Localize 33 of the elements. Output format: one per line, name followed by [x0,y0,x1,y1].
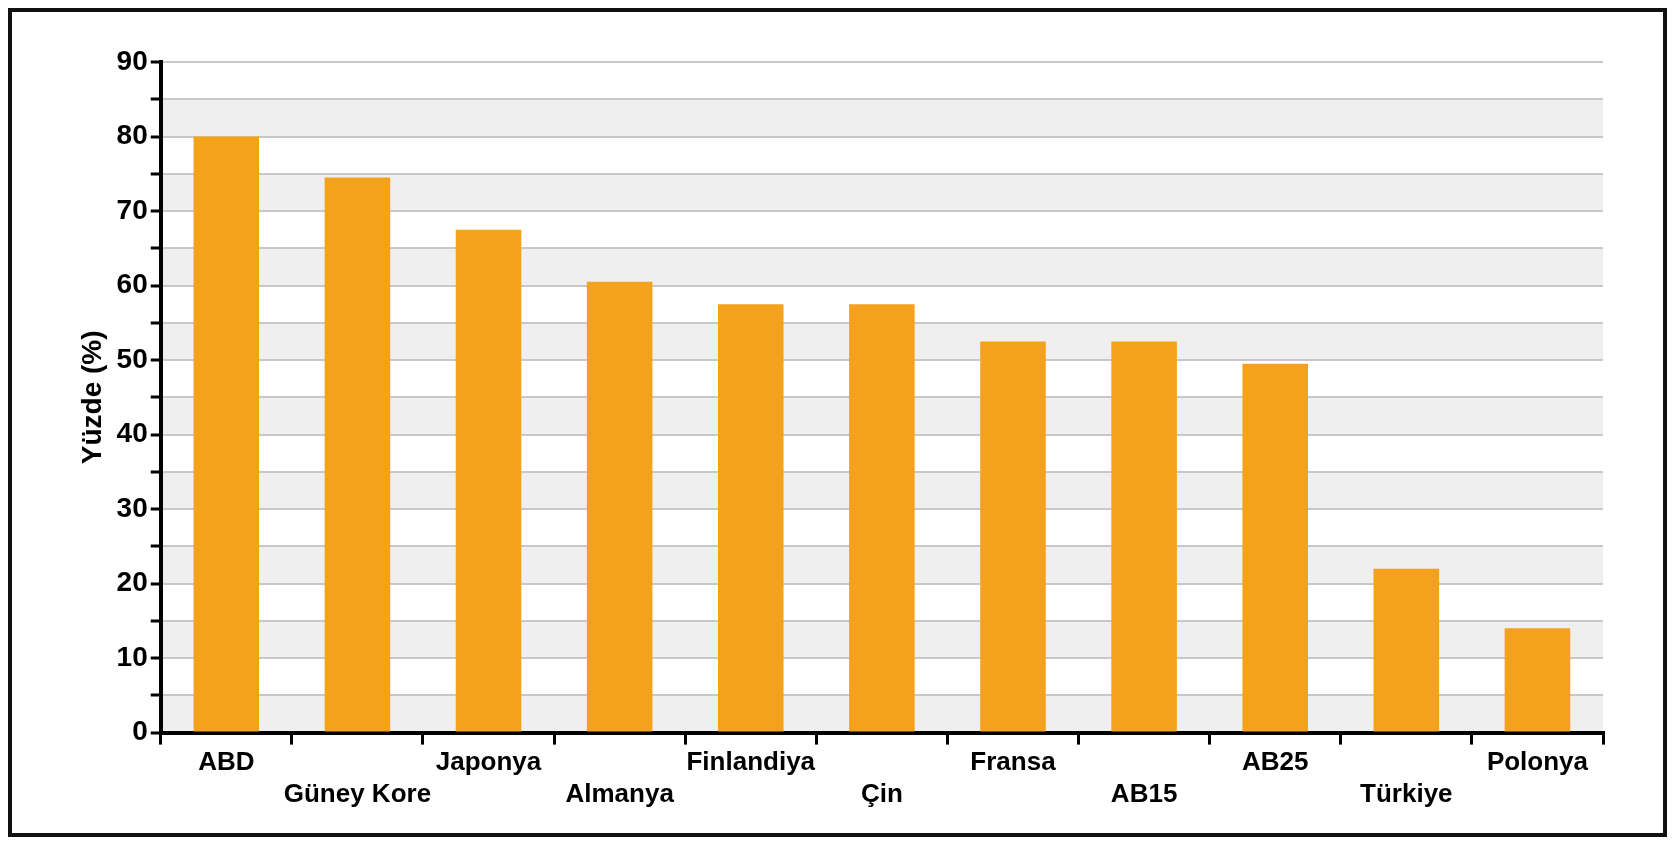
x-tick-label: AB15 [1110,777,1178,808]
bar [1242,363,1308,732]
x-tick-label: Güney Kore [283,777,432,808]
bar [1373,568,1440,732]
y-tick-label: 50 [116,342,148,374]
y-tick-label: 0 [132,715,148,747]
x-tick-label: Çin [860,777,903,808]
bar [980,341,1046,732]
y-tick-label: 60 [116,268,148,300]
y-tick-label: 10 [116,640,148,672]
y-tick-label: 30 [116,491,148,523]
x-tick-label: Türkiye [1360,777,1453,808]
y-tick-label: 90 [116,44,148,76]
bar [586,281,653,732]
bar [455,229,522,732]
y-tick-label: 80 [116,119,148,151]
x-tick-label: Fransa [970,746,1057,777]
bar [324,177,391,732]
bar [849,304,915,732]
x-tick-label: Polonya [1486,746,1589,777]
x-tick-label: Finlandiya [686,746,816,777]
y-axis-title: Yüzde (%) [75,330,107,465]
y-tick-label: 70 [116,193,148,225]
x-tick-label: ABD [198,746,255,777]
x-tick-label: AB25 [1241,746,1309,777]
bar [1504,628,1571,732]
x-tick-label: Japonya [435,746,542,777]
bar [717,304,784,732]
bar [193,136,260,732]
y-tick-label: 20 [116,566,148,598]
x-tick-label: Almanya [565,777,675,808]
bar [1111,341,1177,732]
y-tick-label: 40 [116,417,148,449]
